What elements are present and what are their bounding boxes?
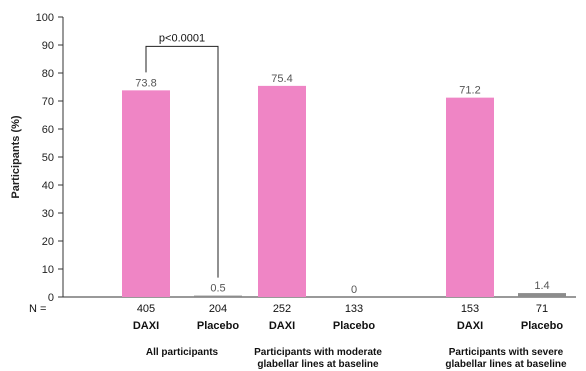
y-tick-label: 70	[42, 96, 54, 108]
n-count-label: 204	[209, 303, 227, 315]
n-count-label: 252	[273, 303, 291, 315]
n-count-label: 133	[345, 303, 363, 315]
bar-value-label: 71.2	[459, 85, 480, 97]
y-tick-label: 60	[42, 124, 54, 136]
group-label: Participants with severe	[449, 347, 564, 358]
y-tick-label: 0	[48, 292, 54, 304]
arm-label: DAXI	[457, 320, 483, 332]
bar-daxi	[258, 86, 306, 297]
bar-daxi	[446, 98, 494, 297]
y-tick-label: 30	[42, 208, 54, 220]
arm-label: DAXI	[133, 320, 159, 332]
bar-value-label: 73.8	[135, 77, 156, 89]
n-count-label: 153	[461, 303, 479, 315]
bar-placebo	[518, 293, 566, 297]
n-count-label: 405	[137, 303, 155, 315]
group-label: glabellar lines at baseline	[257, 359, 379, 370]
y-tick-label: 80	[42, 68, 54, 80]
arm-label: Placebo	[197, 320, 239, 332]
y-axis-title: Participants (%)	[10, 115, 22, 198]
bar-value-label: 0	[351, 284, 357, 296]
n-prefix: N =	[29, 303, 46, 315]
bar-placebo	[194, 296, 242, 297]
bar-value-label: 75.4	[271, 73, 292, 85]
group-label: glabellar lines at baseline	[445, 359, 567, 370]
y-tick-label: 100	[36, 12, 54, 24]
y-tick-label: 90	[42, 40, 54, 52]
y-tick-label: 20	[42, 236, 54, 248]
bar-daxi	[122, 90, 170, 297]
bar-value-label: 0.5	[210, 283, 225, 295]
group-label: All participants	[146, 347, 219, 358]
p-value-label: p<0.0001	[159, 32, 205, 44]
bar-value-label: 1.4	[534, 280, 549, 292]
arm-label: Placebo	[521, 320, 563, 332]
arm-label: Placebo	[333, 320, 375, 332]
y-tick-label: 10	[42, 264, 54, 276]
y-tick-label: 50	[42, 152, 54, 164]
n-count-label: 71	[536, 303, 548, 315]
group-label: Participants with moderate	[254, 347, 382, 358]
arm-label: DAXI	[269, 320, 295, 332]
y-tick-label: 40	[42, 180, 54, 192]
